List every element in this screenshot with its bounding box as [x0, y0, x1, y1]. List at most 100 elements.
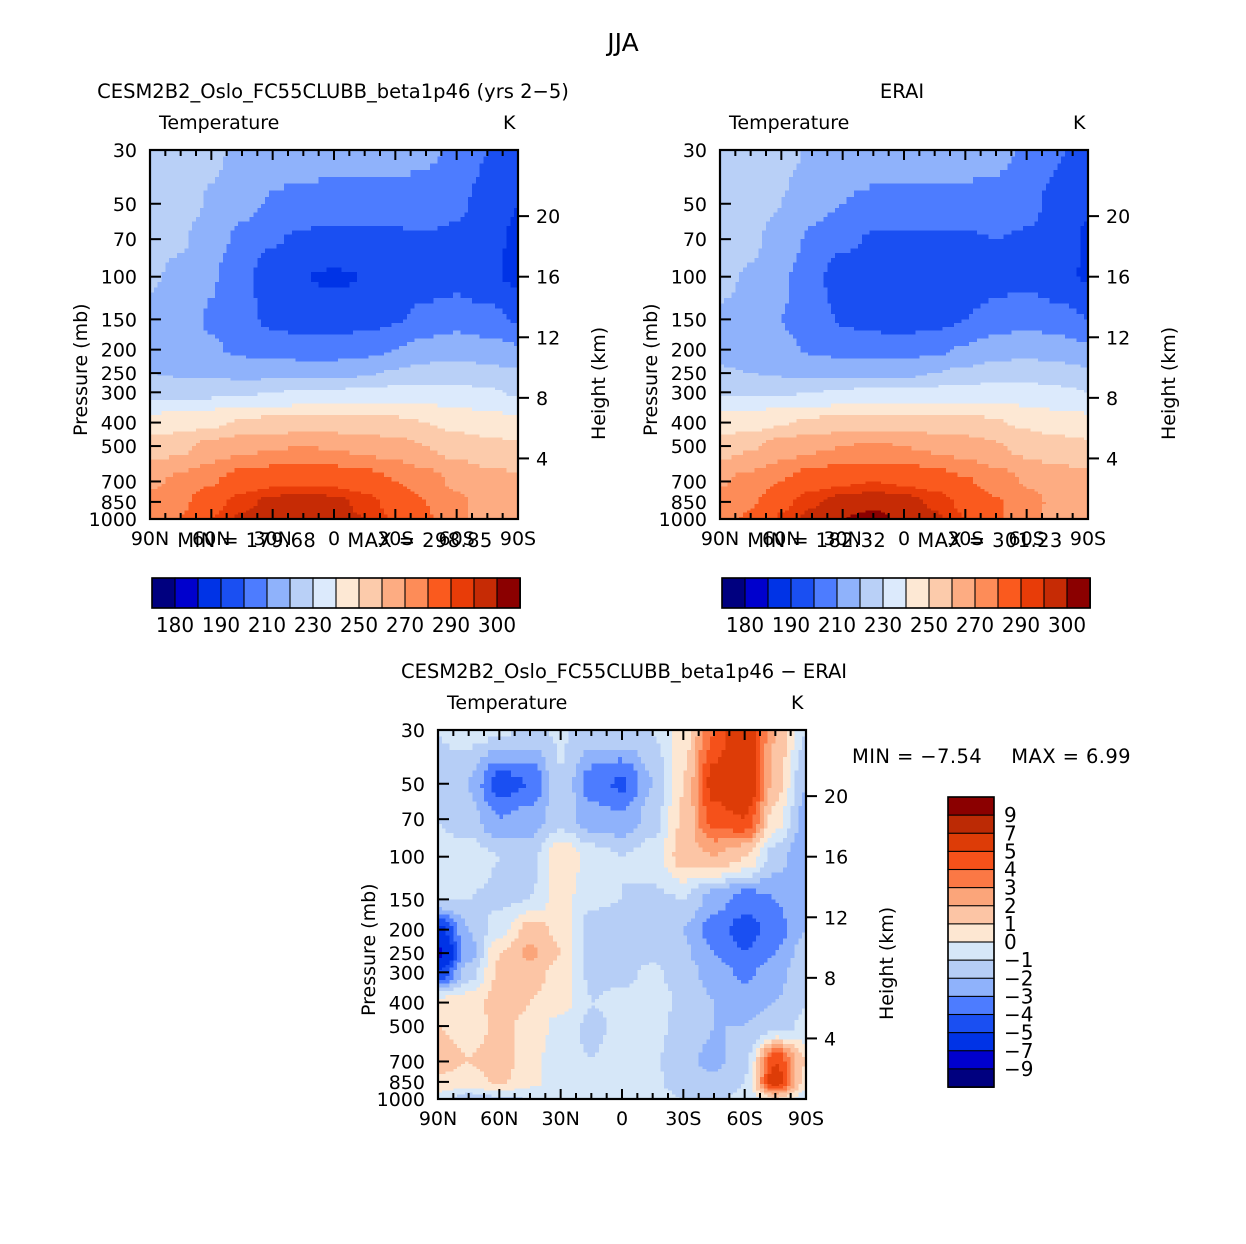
y-tick-label: 100 — [101, 267, 137, 289]
y-tick-label: 70 — [401, 809, 425, 831]
y-tick-label: 850 — [101, 492, 137, 514]
panel-varlabel-model: Temperature — [159, 112, 280, 134]
x-tick-label: 30S — [377, 528, 413, 550]
colorbar-tick-label: 230 — [864, 613, 902, 637]
panel-varlabel-obs: Temperature — [729, 112, 850, 134]
min-label-obs: MIN = 182.32 — [747, 529, 887, 552]
y-tick-label: 30 — [113, 140, 137, 162]
y-tick-label: 250 — [671, 363, 707, 385]
colorbar-tick-label: 1 — [1004, 912, 1017, 936]
colorbar-tick-label: 190 — [202, 613, 240, 637]
y-tick-label: 400 — [101, 413, 137, 435]
y-tick-label: 1000 — [377, 1089, 425, 1111]
y-tick-label: 70 — [113, 229, 137, 251]
colorbar-tick-label: 270 — [386, 613, 424, 637]
plot-area-model[interactable]: 90N 60N 30N 0 30S 60S 90S 30 50 70 100 150 200 250 300… — [89, 140, 561, 550]
panel-ylabel-obs: Pressure (mb) — [640, 303, 662, 436]
y-tick-label: 300 — [671, 382, 707, 404]
y-tick-label: 850 — [389, 1072, 425, 1094]
colorbar-tick-label: 190 — [772, 613, 810, 637]
panel-title-model: CESM2B2_Oslo_FC55CLUBB_beta1p46 (yrs 2−5… — [97, 80, 569, 103]
x-tick-label: 60N — [192, 528, 230, 550]
y-tick-label: 200 — [101, 340, 137, 362]
colorbar-tick-label: 180 — [156, 613, 194, 637]
panel-varlabel-diff: Temperature — [447, 692, 568, 714]
colorbar-tick-label: 230 — [294, 613, 332, 637]
y2-tick-label: 20 — [1106, 206, 1130, 228]
x-tick-label: 0 — [616, 1108, 628, 1130]
y-tick-label: 700 — [101, 471, 137, 493]
x-tick-label: 30N — [823, 528, 861, 550]
x-tick-label: 30N — [253, 528, 291, 550]
y-tick-label: 70 — [683, 229, 707, 251]
minmax-diff: MIN = −7.54 MAX = 6.99 — [852, 745, 1131, 768]
y-tick-label: 1000 — [659, 509, 707, 531]
y2-tick-label: 8 — [824, 968, 836, 990]
plot-area-obs[interactable]: 90N 60N 30N 0 30S 60S 90S 30 50 70 100 150 200 250 300… — [659, 140, 1131, 550]
x-tick-label: 0 — [898, 528, 910, 550]
colorbar-tick-label: 250 — [910, 613, 948, 637]
panel-unitlabel-obs: K — [1073, 112, 1086, 134]
figure-suptitle: JJA — [607, 28, 639, 57]
panel-y2label-obs: Height (km) — [1158, 326, 1180, 440]
y2-tick-label: 12 — [536, 327, 560, 349]
x-tick-label: 0 — [328, 528, 340, 550]
colorbar-tick-label: 290 — [432, 613, 470, 637]
y-tick-label: 250 — [101, 363, 137, 385]
colorbar-tick-label: 5 — [1004, 839, 1017, 863]
y2-tick-label: 20 — [824, 786, 848, 808]
y-tick-label: 50 — [401, 774, 425, 796]
y-tick-label: 30 — [683, 140, 707, 162]
colorbar-tick-label: 270 — [956, 613, 994, 637]
panel-unitlabel-model: K — [503, 112, 516, 134]
colorbar-model[interactable]: 180 190 210 230 250 270 290 300 — [151, 577, 522, 637]
y-tick-label: 250 — [389, 943, 425, 965]
colorbar-tick-label: −9 — [1004, 1057, 1033, 1081]
colorbar-diff[interactable]: 9 7 5 4 3 2 1 0 −1 −2 −3 −4 −5 −7 −9 — [947, 796, 1040, 1093]
y2-tick-label: 12 — [824, 907, 848, 929]
x-tick-label: 90N — [131, 528, 169, 550]
y-tick-label: 150 — [101, 309, 137, 331]
colorbar-tick-label: 250 — [340, 613, 378, 637]
colorbar-tick-label: −2 — [1004, 966, 1033, 990]
x-tick-label: 60S — [1009, 528, 1045, 550]
panel-y2label-diff: Height (km) — [876, 906, 898, 1020]
colorbar-tick-label: 0 — [1004, 930, 1017, 954]
x-tick-label: 90N — [419, 1108, 457, 1130]
y-tick-label: 30 — [401, 720, 425, 742]
colorbar-tick-label: 300 — [1048, 613, 1086, 637]
y-tick-label: 100 — [389, 847, 425, 869]
y-tick-label: 300 — [389, 962, 425, 984]
panel-ylabel-diff: Pressure (mb) — [358, 883, 380, 1016]
plot-area-diff[interactable]: 90N 60N 30N 0 30S 60S 90S 30 50 70 100 150 200 250 300… — [377, 720, 849, 1130]
colorbar-tick-label: 180 — [726, 613, 764, 637]
panel-title-diff: CESM2B2_Oslo_FC55CLUBB_beta1p46 − ERAI — [400, 660, 848, 683]
y2-tick-label: 4 — [536, 448, 548, 470]
x-tick-label: 60N — [480, 1108, 518, 1130]
max-label-model: MAX = 298.85 — [347, 529, 493, 552]
colorbar-tick-label: 300 — [478, 613, 516, 637]
y-tick-label: 50 — [113, 194, 137, 216]
minmax-obs: MIN = 182.32 MAX = 301.23 — [747, 529, 1062, 552]
y2-tick-label: 4 — [1106, 448, 1118, 470]
y2-tick-label: 20 — [536, 206, 560, 228]
y-tick-label: 150 — [671, 309, 707, 331]
y-tick-label: 500 — [389, 1016, 425, 1038]
y-tick-label: 500 — [671, 436, 707, 458]
colorbar-tick-label: 210 — [248, 613, 286, 637]
x-tick-label: 30S — [947, 528, 983, 550]
colorbar-tick-label: −7 — [1004, 1039, 1033, 1063]
y-tick-label: 850 — [671, 492, 707, 514]
colorbar-tick-label: 290 — [1002, 613, 1040, 637]
max-label-obs: MAX = 301.23 — [917, 529, 1063, 552]
y-tick-label: 400 — [389, 993, 425, 1015]
y-tick-label: 100 — [671, 267, 707, 289]
colorbar-obs[interactable]: 180 190 210 230 250 270 290 300 — [721, 577, 1092, 637]
y-tick-label: 200 — [671, 340, 707, 362]
y2-tick-label: 8 — [536, 388, 548, 410]
colorbar-tick-label: −3 — [1004, 984, 1033, 1008]
x-tick-label: 60S — [439, 528, 475, 550]
colorbar-tick-label: −1 — [1004, 948, 1033, 972]
y-tick-label: 500 — [101, 436, 137, 458]
x-tick-label: 90S — [500, 528, 536, 550]
